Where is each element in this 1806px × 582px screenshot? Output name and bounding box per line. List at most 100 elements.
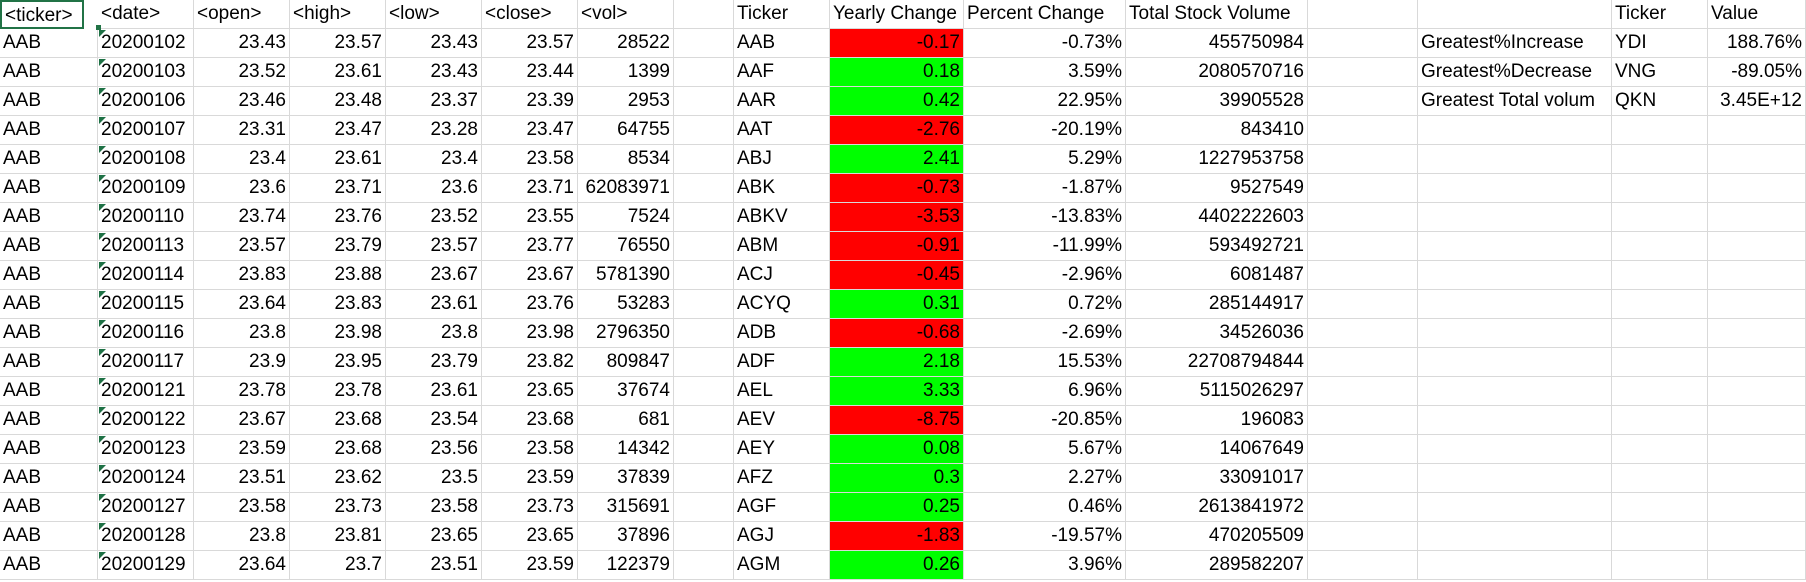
total-volume-value[interactable]: 285144917 xyxy=(1126,290,1308,319)
cell-low[interactable]: 23.65 xyxy=(386,522,482,551)
cell-open[interactable]: 23.6 xyxy=(194,174,290,203)
empty-cell[interactable] xyxy=(1612,232,1708,261)
percent-change-value[interactable]: -2.69% xyxy=(964,319,1126,348)
cell-high[interactable]: 23.68 xyxy=(290,406,386,435)
empty-cell[interactable] xyxy=(674,87,734,116)
cell-low[interactable]: 23.43 xyxy=(386,58,482,87)
cell-high[interactable]: 23.76 xyxy=(290,203,386,232)
header-percent-change[interactable]: Percent Change xyxy=(964,0,1126,29)
percent-change-value[interactable]: 22.95% xyxy=(964,87,1126,116)
cell-high[interactable]: 23.78 xyxy=(290,377,386,406)
cell-close[interactable]: 23.76 xyxy=(482,290,578,319)
cell-close[interactable]: 23.59 xyxy=(482,551,578,580)
cell-ticker[interactable]: AAB xyxy=(0,348,98,377)
header-high[interactable]: <high> xyxy=(290,0,386,29)
cell-low[interactable]: 23.56 xyxy=(386,435,482,464)
stats-ticker[interactable]: YDI xyxy=(1612,29,1708,58)
yearly-change-value[interactable]: -8.75 xyxy=(830,406,964,435)
cell-open[interactable]: 23.64 xyxy=(194,551,290,580)
empty-cell[interactable] xyxy=(1708,261,1806,290)
yearly-change-value[interactable]: -3.53 xyxy=(830,203,964,232)
cell-close[interactable]: 23.73 xyxy=(482,493,578,522)
empty-cell[interactable] xyxy=(1308,377,1418,406)
yearly-change-value[interactable]: -0.68 xyxy=(830,319,964,348)
summary-ticker[interactable]: AEL xyxy=(734,377,830,406)
stats-value[interactable]: 188.76% xyxy=(1708,29,1806,58)
cell-ticker[interactable]: AAB xyxy=(0,377,98,406)
empty-cell[interactable] xyxy=(1708,377,1806,406)
yearly-change-value[interactable]: 0.42 xyxy=(830,87,964,116)
summary-ticker[interactable]: ABKV xyxy=(734,203,830,232)
empty-cell[interactable] xyxy=(1708,203,1806,232)
cell-low[interactable]: 23.28 xyxy=(386,116,482,145)
percent-change-value[interactable]: -2.96% xyxy=(964,261,1126,290)
yearly-change-value[interactable]: 0.18 xyxy=(830,58,964,87)
empty-cell[interactable] xyxy=(1612,174,1708,203)
cell-open[interactable]: 23.9 xyxy=(194,348,290,377)
cell-close[interactable]: 23.77 xyxy=(482,232,578,261)
total-volume-value[interactable]: 33091017 xyxy=(1126,464,1308,493)
cell-high[interactable]: 23.88 xyxy=(290,261,386,290)
cell-low[interactable]: 23.79 xyxy=(386,348,482,377)
summary-ticker[interactable]: ADF xyxy=(734,348,830,377)
header-summary-ticker[interactable]: Ticker xyxy=(734,0,830,29)
summary-ticker[interactable]: ADB xyxy=(734,319,830,348)
summary-ticker[interactable]: AGJ xyxy=(734,522,830,551)
empty-cell[interactable] xyxy=(1708,493,1806,522)
cell-vol[interactable]: 37896 xyxy=(578,522,674,551)
cell-high[interactable]: 23.61 xyxy=(290,58,386,87)
percent-change-value[interactable]: -20.85% xyxy=(964,406,1126,435)
cell-ticker[interactable]: AAB xyxy=(0,203,98,232)
empty-cell[interactable] xyxy=(1612,145,1708,174)
cell-date[interactable]: 20200121 xyxy=(98,377,194,406)
percent-change-value[interactable]: -1.87% xyxy=(964,174,1126,203)
empty-cell[interactable] xyxy=(1418,174,1612,203)
empty-cell[interactable] xyxy=(1308,493,1418,522)
yearly-change-value[interactable]: -0.73 xyxy=(830,174,964,203)
empty-cell[interactable] xyxy=(1612,116,1708,145)
percent-change-value[interactable]: 2.27% xyxy=(964,464,1126,493)
yearly-change-value[interactable]: -1.83 xyxy=(830,522,964,551)
total-volume-value[interactable]: 196083 xyxy=(1126,406,1308,435)
cell-date[interactable]: 20200113 xyxy=(98,232,194,261)
cell-low[interactable]: 23.54 xyxy=(386,406,482,435)
total-volume-value[interactable]: 9527549 xyxy=(1126,174,1308,203)
cell-high[interactable]: 23.61 xyxy=(290,145,386,174)
cell-vol[interactable]: 37839 xyxy=(578,464,674,493)
stats-value[interactable]: 3.45E+12 xyxy=(1708,87,1806,116)
summary-ticker[interactable]: ABK xyxy=(734,174,830,203)
empty-cell[interactable] xyxy=(1708,435,1806,464)
cell-date[interactable]: 20200122 xyxy=(98,406,194,435)
cell-close[interactable]: 23.82 xyxy=(482,348,578,377)
cell-high[interactable]: 23.83 xyxy=(290,290,386,319)
cell-low[interactable]: 23.8 xyxy=(386,319,482,348)
cell-open[interactable]: 23.8 xyxy=(194,319,290,348)
cell-open[interactable]: 23.57 xyxy=(194,232,290,261)
empty-cell[interactable] xyxy=(1308,87,1418,116)
cell-ticker[interactable]: AAB xyxy=(0,464,98,493)
empty-cell[interactable] xyxy=(1418,464,1612,493)
cell-vol[interactable]: 5781390 xyxy=(578,261,674,290)
empty-cell[interactable] xyxy=(1708,232,1806,261)
header-date[interactable]: <date> xyxy=(98,0,194,29)
yearly-change-value[interactable]: 0.25 xyxy=(830,493,964,522)
cell-open[interactable]: 23.74 xyxy=(194,203,290,232)
empty-cell[interactable] xyxy=(1708,348,1806,377)
cell-close[interactable]: 23.59 xyxy=(482,464,578,493)
empty-cell[interactable] xyxy=(1612,551,1708,580)
empty-cell[interactable] xyxy=(1612,493,1708,522)
cell-low[interactable]: 23.61 xyxy=(386,377,482,406)
stats-label[interactable]: Greatest Total volum xyxy=(1418,87,1612,116)
empty-cell[interactable] xyxy=(1418,551,1612,580)
empty-cell[interactable] xyxy=(1308,319,1418,348)
cell-low[interactable]: 23.57 xyxy=(386,232,482,261)
cell-close[interactable]: 23.65 xyxy=(482,377,578,406)
yearly-change-value[interactable]: -0.17 xyxy=(830,29,964,58)
empty-cell[interactable] xyxy=(1708,145,1806,174)
percent-change-value[interactable]: 6.96% xyxy=(964,377,1126,406)
total-volume-value[interactable]: 593492721 xyxy=(1126,232,1308,261)
summary-ticker[interactable]: AGM xyxy=(734,551,830,580)
total-volume-value[interactable]: 34526036 xyxy=(1126,319,1308,348)
percent-change-value[interactable]: -20.19% xyxy=(964,116,1126,145)
total-volume-value[interactable]: 843410 xyxy=(1126,116,1308,145)
